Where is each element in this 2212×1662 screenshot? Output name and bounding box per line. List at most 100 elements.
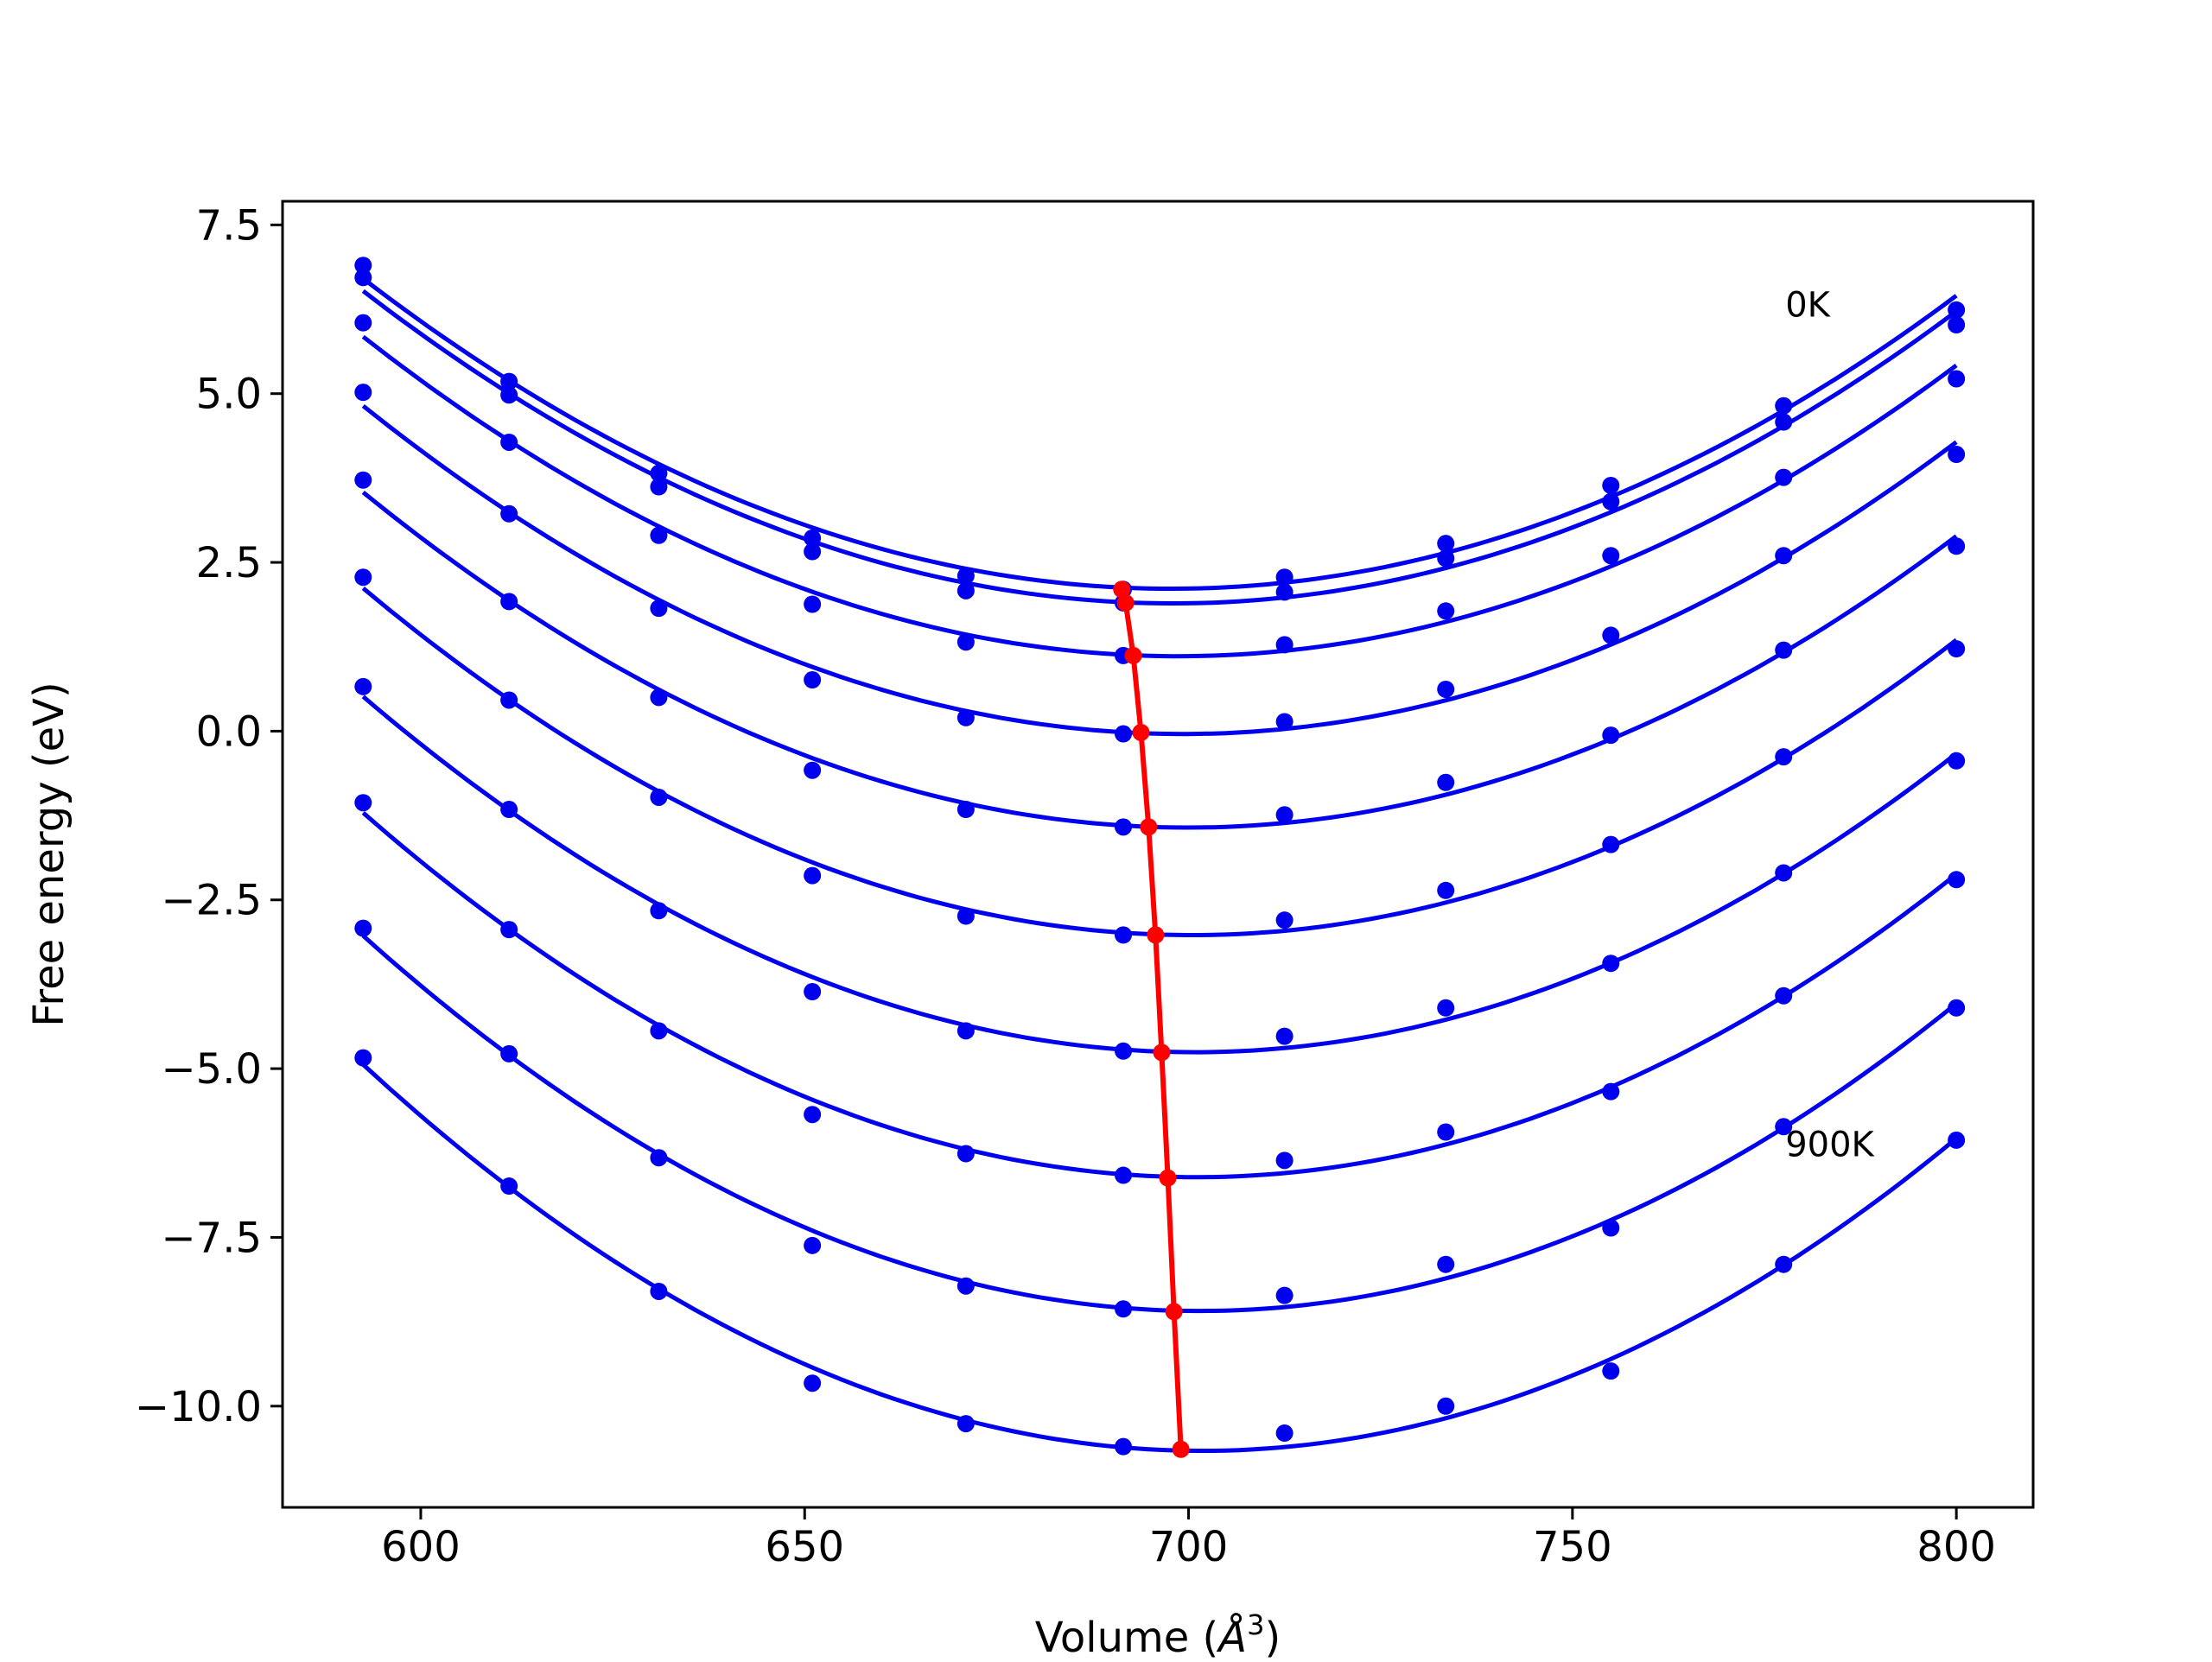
data-point: [1775, 396, 1793, 415]
equilibrium-path: [1119, 588, 1184, 1449]
fit-curve: [361, 490, 1958, 830]
data-point: [500, 504, 518, 523]
temperature-label: 0K: [1785, 286, 1831, 326]
fit-curve: [361, 334, 1958, 659]
data-point: [957, 708, 975, 726]
data-point: [1948, 370, 1966, 388]
annotations: 0K 900K: [1785, 286, 1875, 1165]
data-point: [500, 593, 518, 611]
data-point: [1948, 537, 1966, 555]
data-point: [804, 1106, 822, 1124]
fit-curve: [361, 586, 1958, 937]
y-tick-label: 0.0: [196, 707, 262, 756]
plot-frame: [281, 200, 2035, 1509]
data-point: [1775, 1118, 1793, 1136]
data-point: [354, 568, 372, 587]
data-point: [1775, 641, 1793, 659]
y-axis-label: Free energy (eV): [25, 682, 73, 1026]
data-point: [500, 1044, 518, 1063]
data-point: [804, 1236, 822, 1254]
data-point: [1948, 301, 1966, 319]
data-point: [957, 633, 975, 651]
fit-curve: [361, 1063, 1958, 1453]
data-point: [500, 921, 518, 939]
data-point: [1602, 955, 1620, 973]
data-point: [1115, 1042, 1133, 1060]
equilibrium-point: [1172, 1440, 1190, 1458]
data-point: [1602, 835, 1620, 853]
data-point: [1437, 881, 1455, 899]
data-point: [804, 983, 822, 1001]
data-point: [354, 1049, 372, 1067]
data-point: [354, 384, 372, 402]
data-point: [1775, 547, 1793, 565]
data-point: [1775, 468, 1793, 486]
data-point: [1115, 926, 1133, 944]
equilibrium-point: [1153, 1044, 1171, 1062]
data-point: [1948, 446, 1966, 464]
equilibrium-point: [1140, 818, 1158, 836]
data-point: [1602, 1362, 1620, 1380]
data-point: [957, 1415, 975, 1433]
data-point: [354, 677, 372, 695]
y-tick-label: −5.0: [161, 1045, 262, 1094]
data-point: [500, 691, 518, 709]
data-point: [354, 314, 372, 332]
x-tick-label: 700: [1149, 1523, 1229, 1571]
data-point: [1775, 413, 1793, 431]
data-point: [804, 542, 822, 561]
data-point: [1437, 535, 1455, 553]
equilibrium-point: [1113, 580, 1131, 599]
data-point: [1275, 1027, 1294, 1045]
equilibrium-point: [1159, 1169, 1177, 1187]
data-point: [804, 866, 822, 885]
data-point: [650, 688, 668, 707]
data-point: [1948, 752, 1966, 770]
data-point: [1275, 636, 1294, 654]
x-axis-label: Volume (Å3): [1035, 1608, 1281, 1659]
data-point: [650, 599, 668, 618]
data-point: [1948, 871, 1966, 889]
x-tick-label: 650: [765, 1523, 844, 1571]
data-point: [650, 1149, 668, 1167]
data-point: [1275, 911, 1294, 929]
data-point: [1602, 726, 1620, 745]
data-point: [957, 907, 975, 925]
equilibrium-point: [1116, 593, 1135, 612]
x-tick-label: 750: [1533, 1523, 1612, 1571]
data-point: [1948, 640, 1966, 658]
data-point: [354, 794, 372, 812]
y-tick-label: 2.5: [196, 539, 262, 587]
data-point: [1275, 806, 1294, 824]
data-point: [650, 478, 668, 496]
equilibrium-point: [1165, 1303, 1183, 1321]
data-point: [650, 902, 668, 920]
equilibrium-line: [1113, 580, 1190, 1458]
data-point: [804, 529, 822, 547]
equilibrium-point: [1147, 926, 1165, 944]
y-tick-label: −2.5: [161, 877, 262, 925]
data-point: [500, 433, 518, 451]
data-point: [1602, 476, 1620, 494]
data-point: [500, 1177, 518, 1196]
data-point: [957, 801, 975, 819]
data-point: [1437, 999, 1455, 1017]
data-point: [354, 269, 372, 287]
data-point: [1437, 1123, 1455, 1141]
data-point: [804, 1374, 822, 1392]
data-point: [1115, 725, 1133, 743]
fit-curve: [361, 934, 1958, 1314]
data-point: [500, 801, 518, 819]
data-point: [1437, 602, 1455, 620]
data-point: [650, 1022, 668, 1040]
data-point: [1602, 1219, 1620, 1237]
y-tick-label: −7.5: [161, 1214, 262, 1262]
data-point: [354, 919, 372, 937]
data-points: [354, 257, 1966, 1456]
data-point: [500, 372, 518, 390]
data-point: [1275, 713, 1294, 731]
data-point: [1437, 773, 1455, 791]
data-point: [1275, 568, 1294, 587]
